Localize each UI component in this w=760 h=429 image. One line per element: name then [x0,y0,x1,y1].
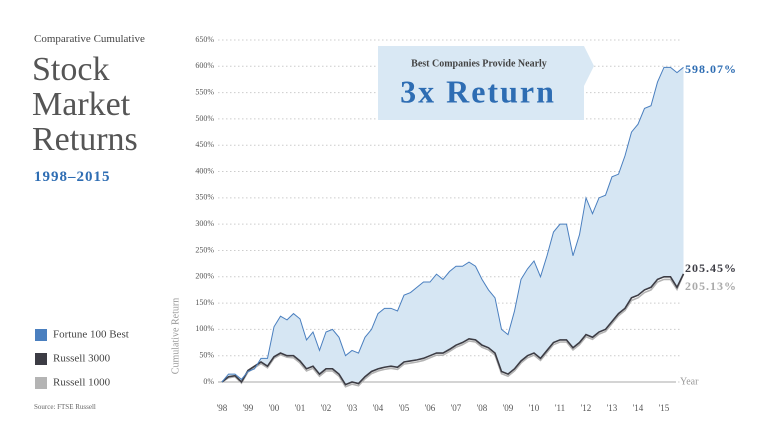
y-axis-label: Cumulative Return [170,298,181,374]
source: Source: FTSE Russell [34,403,96,411]
legend-label: Fortune 100 Best [53,329,129,341]
y-tick-label: 550% [195,87,214,96]
legend-label: Russell 3000 [53,353,111,365]
x-tick-label: '13 [607,403,618,413]
legend-swatch [35,329,47,341]
y-tick-label: 150% [195,298,214,307]
x-tick-label: '15 [659,403,670,413]
y-tick-label: 400% [195,166,214,175]
x-tick-label: '98 [217,403,228,413]
callout-box [378,46,594,120]
end-label: 205.45% [685,261,737,275]
x-tick-label: '11 [555,403,565,413]
chart-title: Stock Market Returns [32,51,138,158]
end-label: 598.07% [685,62,737,76]
y-tick-label: 250% [195,245,214,254]
x-tick-label: '10 [529,403,540,413]
x-tick-label: '12 [581,403,592,413]
x-tick-label: '04 [373,403,384,413]
end-label: 205.13% [685,279,737,293]
x-tick-label: '09 [503,403,514,413]
y-tick-label: 50% [199,351,214,360]
x-tick-label: '07 [451,403,462,413]
y-tick-label: 300% [195,219,214,228]
x-axis-label: Year [680,376,699,387]
y-tick-label: 650% [195,35,214,44]
y-tick-label: 600% [195,61,214,70]
series-line [221,273,685,388]
x-tick-label: '05 [399,403,410,413]
x-tick-label: '06 [425,403,436,413]
y-tick-label: 100% [195,324,214,333]
y-tick-label: 200% [195,272,214,281]
callout-text: Best Companies Provide Nearly [411,58,547,69]
series-line [221,66,684,383]
x-tick-label: '03 [347,403,358,413]
legend-label: Russell 1000 [53,377,111,389]
x-tick-label: '01 [295,403,306,413]
y-tick-label: 500% [195,114,214,123]
area-fill [222,67,684,385]
x-tick-label: '00 [269,403,280,413]
x-tick-label: '02 [321,403,332,413]
callout-headline: 3x Return [400,73,556,109]
supertitle: Comparative Cumulative [34,33,145,45]
legend-swatch [35,353,47,365]
y-tick-label: 0% [203,377,214,386]
y-tick-label: 350% [195,193,214,202]
x-tick-label: '14 [633,403,644,413]
y-tick-label: 450% [195,140,214,149]
x-tick-label: '99 [243,403,254,413]
legend-swatch [35,377,47,389]
series-line [221,273,685,386]
subtitle: 1998–2015 [34,169,111,185]
x-tick-label: '08 [477,403,488,413]
